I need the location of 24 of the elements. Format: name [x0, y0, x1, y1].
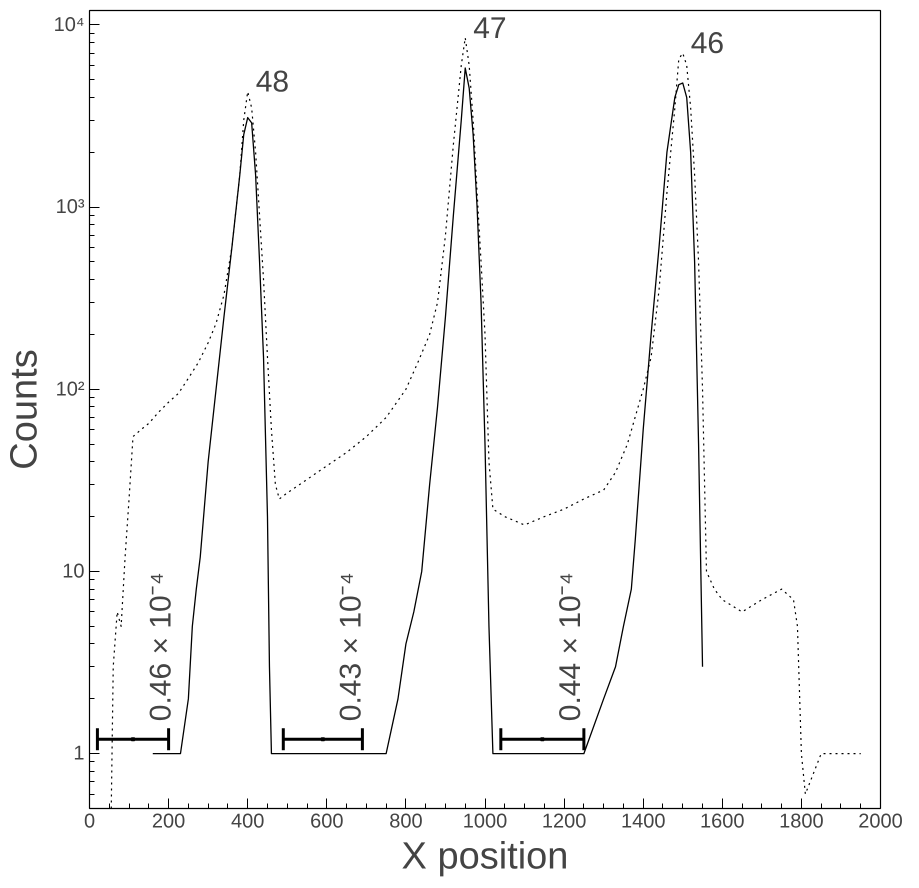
- x-tick-label: 800: [389, 810, 423, 832]
- x-tick-label: 600: [310, 810, 344, 832]
- y-tick-label: 1: [73, 742, 84, 765]
- x-tick-label: 200: [152, 810, 186, 832]
- x-tick-label: 400: [231, 810, 264, 832]
- x-tick-label: 1600: [700, 810, 745, 832]
- y-tick-label: 10³: [56, 196, 85, 218]
- annotation: 0.46 × 10⁻⁴: [144, 572, 178, 722]
- x-tick-label: 0: [84, 810, 96, 832]
- x-tick-label: 1200: [542, 810, 586, 832]
- annotation: 48: [256, 66, 290, 99]
- annotation: 47: [473, 12, 507, 45]
- x-tick-label: 2000: [858, 810, 903, 832]
- x-tick-label: 1400: [620, 810, 666, 832]
- annotation: 0.43 × 10⁻⁴: [334, 572, 368, 722]
- y-axis-title: Counts: [4, 349, 46, 470]
- annotation: 46: [690, 27, 724, 60]
- y-tick-label: 10²: [56, 378, 85, 400]
- x-tick-label: 1000: [462, 810, 508, 832]
- annotation: 0.44 × 10⁻⁴: [554, 572, 587, 722]
- y-tick-label: 10: [62, 560, 85, 582]
- y-tick-label: 10⁴: [54, 14, 85, 36]
- x-axis-title: X position: [402, 836, 568, 878]
- x-tick-label: 1800: [779, 810, 824, 832]
